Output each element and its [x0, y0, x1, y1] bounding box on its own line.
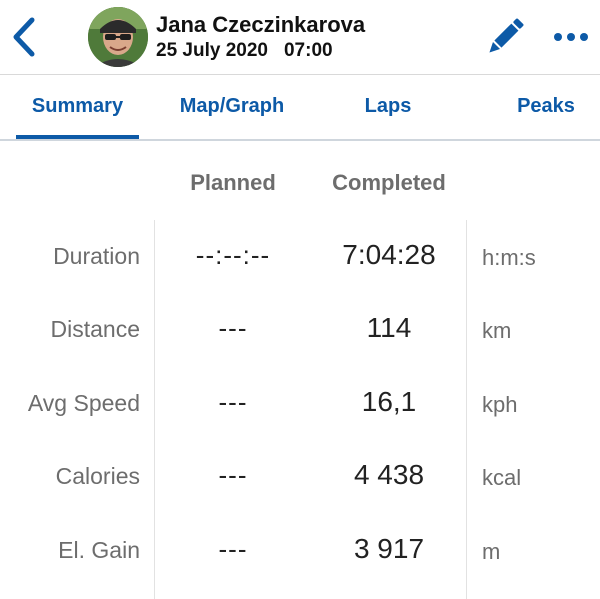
- pencil-icon: [489, 18, 524, 53]
- avatar-photo: [88, 7, 148, 67]
- athlete-name: Jana Czeczinkarova: [156, 12, 366, 37]
- unit-duration: h:m:s: [482, 245, 536, 270]
- unit-elevation-gain: m: [482, 539, 501, 564]
- completed-distance: 114: [366, 312, 412, 343]
- column-divider: [466, 220, 467, 599]
- column-header-planned: Planned: [190, 170, 276, 195]
- planned-calories: ---: [218, 460, 248, 490]
- planned-distance: ---: [218, 313, 248, 343]
- column-header-completed: Completed: [332, 170, 446, 195]
- activity-header: Jana Czeczinkarova 25 July 2020 07:00: [0, 0, 600, 75]
- column-divider: [154, 220, 155, 599]
- back-button[interactable]: [8, 14, 42, 60]
- row-label-avg-speed: Avg Speed: [27, 390, 140, 416]
- completed-duration: 7:04:28: [342, 239, 436, 270]
- planned-avg-speed: ---: [218, 387, 248, 417]
- unit-calories: kcal: [482, 465, 522, 490]
- unit-distance: km: [482, 318, 512, 343]
- activity-date: 25 July 2020: [156, 40, 268, 61]
- edit-button[interactable]: [484, 16, 526, 58]
- unit-avg-speed: kph: [482, 392, 518, 417]
- chevron-left-icon: [13, 17, 35, 57]
- activity-datetime: 25 July 2020 07:00: [156, 40, 333, 62]
- completed-elevation-gain: 3 917: [353, 533, 425, 564]
- completed-calories: 4 438: [353, 459, 425, 490]
- tab-map-graph[interactable]: Map/Graph: [179, 95, 285, 117]
- tab-peaks[interactable]: Peaks: [517, 95, 575, 117]
- more-options-button[interactable]: [551, 28, 591, 46]
- activity-time: 07:00: [283, 40, 333, 61]
- tab-summary[interactable]: Summary: [16, 75, 139, 139]
- row-label-distance: Distance: [50, 316, 140, 342]
- tab-laps[interactable]: Laps: [364, 95, 412, 117]
- tab-bar: Summary Map/Graph Laps Peaks: [0, 75, 600, 141]
- row-label-duration: Duration: [53, 243, 140, 269]
- planned-duration: --:--:--: [195, 240, 271, 270]
- row-label-calories: Calories: [55, 463, 140, 489]
- planned-elevation-gain: ---: [218, 534, 248, 564]
- completed-avg-speed: 16,1: [361, 386, 417, 417]
- avatar[interactable]: [88, 7, 148, 67]
- ellipsis-icon: [554, 33, 588, 41]
- row-label-elevation-gain: El. Gain: [58, 537, 140, 563]
